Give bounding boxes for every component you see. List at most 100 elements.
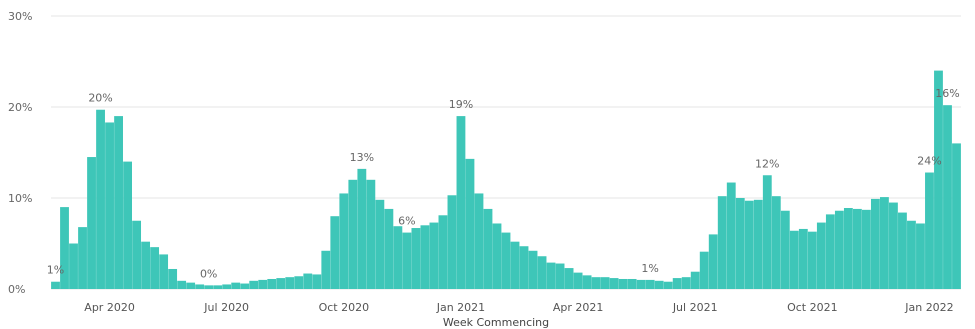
bar (492, 223, 502, 289)
x-tick-label: Jul 2021 (672, 301, 718, 314)
y-tick-label: 20% (8, 101, 32, 114)
bar (177, 280, 187, 289)
bar (934, 70, 943, 289)
bar (636, 279, 646, 289)
bar (141, 241, 151, 289)
bar (510, 241, 520, 289)
bar (672, 278, 682, 289)
bar (294, 276, 304, 289)
bar (105, 122, 114, 289)
bar (699, 251, 709, 289)
bar (204, 285, 214, 289)
bar (168, 268, 178, 289)
y-tick-label: 0% (8, 283, 25, 296)
bars (51, 70, 961, 290)
bar (663, 281, 673, 289)
bar (402, 232, 412, 289)
bar (240, 283, 250, 289)
bar (726, 182, 736, 289)
bar (258, 279, 268, 289)
bar (393, 226, 403, 289)
bar (789, 230, 799, 289)
bar (60, 207, 69, 289)
data-label: 24% (917, 155, 941, 168)
data-label: 13% (350, 151, 374, 164)
bar (438, 215, 448, 289)
bar (456, 116, 466, 289)
x-axis-ticks: Apr 2020 Jul 2020 Oct 2020 Jan 2021 Apr 2021… (84, 301, 953, 314)
bar (753, 199, 763, 289)
data-label: 19% (449, 98, 473, 111)
bar (357, 168, 367, 289)
bar (843, 208, 853, 289)
x-tick-label: Jan 2021 (436, 301, 485, 314)
bar (276, 278, 286, 289)
bar (321, 250, 331, 289)
x-tick-label: Oct 2021 (787, 301, 838, 314)
bar (870, 198, 880, 289)
bar (222, 284, 232, 289)
bar (87, 157, 96, 289)
bar (744, 200, 754, 289)
bar (528, 250, 538, 289)
bar (69, 243, 78, 289)
x-tick-label: Jul 2020 (203, 301, 249, 314)
bar (591, 277, 601, 289)
bar (546, 262, 556, 289)
bar (600, 277, 610, 289)
bar (366, 179, 376, 289)
y-tick-label: 10% (8, 192, 32, 205)
bar (798, 228, 808, 289)
data-labels: 1% 20% 0% 13% 6% 19% 1% 12% 24% 16% (47, 87, 960, 280)
bar (880, 197, 889, 289)
y-axis-ticks: 0% 10% 20% 30% (8, 10, 32, 296)
x-tick-label: Oct 2020 (319, 301, 370, 314)
bar (303, 273, 313, 289)
bar (123, 161, 132, 289)
bar (483, 208, 493, 289)
bar (861, 209, 871, 289)
data-label: 12% (755, 157, 779, 170)
bar (231, 282, 241, 289)
bar (114, 116, 123, 289)
bar (312, 274, 322, 289)
bar (348, 179, 358, 289)
bar (339, 193, 349, 289)
data-label: 20% (88, 92, 112, 105)
bar (780, 210, 790, 289)
bar (807, 231, 817, 289)
bar (564, 268, 574, 289)
bar (384, 208, 394, 289)
data-label: 0% (200, 267, 217, 280)
y-tick-label: 30% (8, 10, 32, 23)
bar (645, 279, 655, 289)
bar (717, 196, 727, 289)
bar (762, 175, 772, 289)
bar (916, 223, 925, 289)
bar (952, 143, 961, 289)
bar (852, 208, 862, 289)
bar (267, 278, 277, 289)
bar (474, 193, 484, 289)
bar (78, 227, 87, 289)
bar (573, 272, 583, 289)
bar (195, 284, 205, 289)
bar (825, 214, 835, 289)
bar (654, 280, 664, 289)
bar (943, 105, 952, 290)
bar (735, 198, 745, 289)
bar (411, 228, 421, 289)
bar (465, 158, 475, 289)
bar (213, 285, 223, 289)
bar (771, 196, 781, 289)
x-tick-label: Apr 2021 (553, 301, 604, 314)
x-tick-label: Apr 2020 (84, 301, 135, 314)
data-label: 6% (398, 215, 415, 228)
bar (159, 254, 169, 289)
bar (889, 202, 898, 289)
x-tick-label: Jan 2022 (904, 301, 953, 314)
bar (420, 225, 430, 289)
bar (519, 246, 529, 289)
bar (834, 210, 844, 289)
